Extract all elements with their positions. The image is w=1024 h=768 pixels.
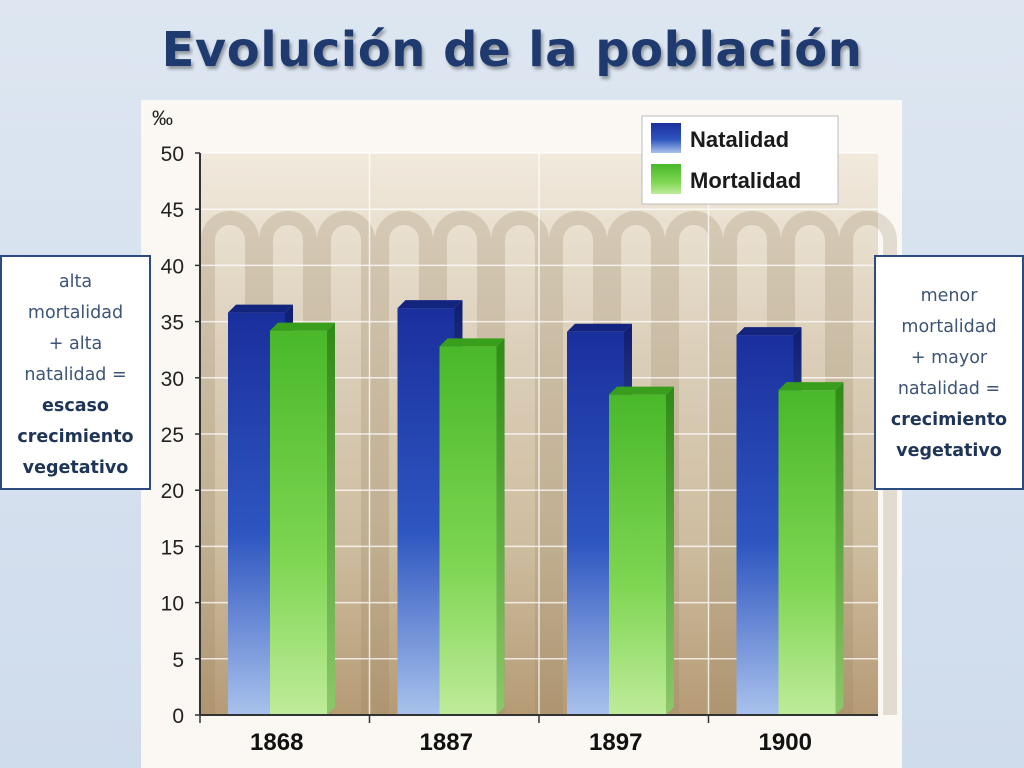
y-tick-label: 50 xyxy=(161,143,184,166)
bar-mortalidad-1868 xyxy=(270,330,327,715)
y-tick-label: 35 xyxy=(161,312,184,335)
bar-mortalidad-1900 xyxy=(778,390,836,715)
bar-natalidad-1868-top xyxy=(228,304,293,313)
y-tick-label: 0 xyxy=(172,705,184,728)
bar-mortalidad-1900-side xyxy=(835,382,844,715)
x-category-label: 1900 xyxy=(759,729,812,756)
slide-title: Evolución de la población xyxy=(161,22,863,78)
y-tick-label: 45 xyxy=(161,199,184,222)
note-right-line: mortalidad xyxy=(901,317,997,337)
note-right-bold-line: crecimiento xyxy=(890,410,1008,430)
bar-mortalidad-1897-side xyxy=(666,386,674,715)
x-category-label: 1868 xyxy=(250,729,303,756)
note-left-line: natalidad = xyxy=(24,365,127,385)
note-left: alta mortalidad + alta natalidad = escas… xyxy=(0,255,151,490)
legend-label-mortalidad: Mortalidad xyxy=(690,168,801,193)
legend-swatch-natalidad xyxy=(651,123,681,153)
y-tick-label: 25 xyxy=(161,424,184,447)
bar-natalidad-1887-top xyxy=(397,300,463,309)
y-tick-label: 10 xyxy=(161,593,184,616)
note-right: menor mortalidad + mayor natalidad = cre… xyxy=(874,255,1024,490)
note-left-line: + alta xyxy=(48,334,103,354)
note-left-line: alta xyxy=(58,272,93,292)
bar-mortalidad-1897-top xyxy=(609,386,674,395)
y-tick-label: 20 xyxy=(161,480,184,503)
bar-mortalidad-1887-side xyxy=(496,338,505,715)
aqueduct-arches-decoration xyxy=(201,211,897,715)
y-tick-label: 30 xyxy=(161,368,184,391)
y-tick-label: 5 xyxy=(172,649,184,672)
note-left-bold-line: crecimiento xyxy=(17,427,134,447)
bar-mortalidad-1897 xyxy=(609,394,666,715)
x-category-label: 1887 xyxy=(420,729,473,756)
note-left-line: mortalidad xyxy=(27,303,124,323)
legend-swatch-mortalidad xyxy=(651,164,681,194)
bar-mortalidad-1887-top xyxy=(439,338,505,347)
y-axis-unit-label: ‰ xyxy=(152,107,173,130)
bar-mortalidad-1887 xyxy=(439,346,497,715)
chart-panel: 0 5 10 15 20 25 30 35 40 45 50 ‰ 1868 1887 1897 1900 Na… xyxy=(141,100,902,768)
bar-natalidad-1897-top xyxy=(567,323,632,332)
note-right-line: natalidad = xyxy=(897,379,1001,399)
y-tick-label: 15 xyxy=(161,536,184,559)
bar-mortalidad-1868-side xyxy=(327,322,335,715)
bar-chart: 0 5 10 15 20 25 30 35 40 45 50 ‰ 1868 1887 1897 1900 Na… xyxy=(152,107,897,756)
bar-mortalidad-1868-top xyxy=(270,322,335,331)
note-right-line: + mayor xyxy=(910,348,988,368)
bar-mortalidad-1900-top xyxy=(778,382,844,391)
legend-label-natalidad: Natalidad xyxy=(690,127,789,152)
bar-natalidad-1900-top xyxy=(736,327,802,336)
y-tick-label: 40 xyxy=(161,255,184,278)
x-category-label: 1897 xyxy=(589,729,642,756)
note-left-bold-line: vegetativo xyxy=(22,458,129,478)
note-left-bold-line: escaso xyxy=(42,396,109,416)
note-right-line: menor xyxy=(920,286,978,306)
note-right-bold-line: vegetativo xyxy=(896,441,1002,461)
